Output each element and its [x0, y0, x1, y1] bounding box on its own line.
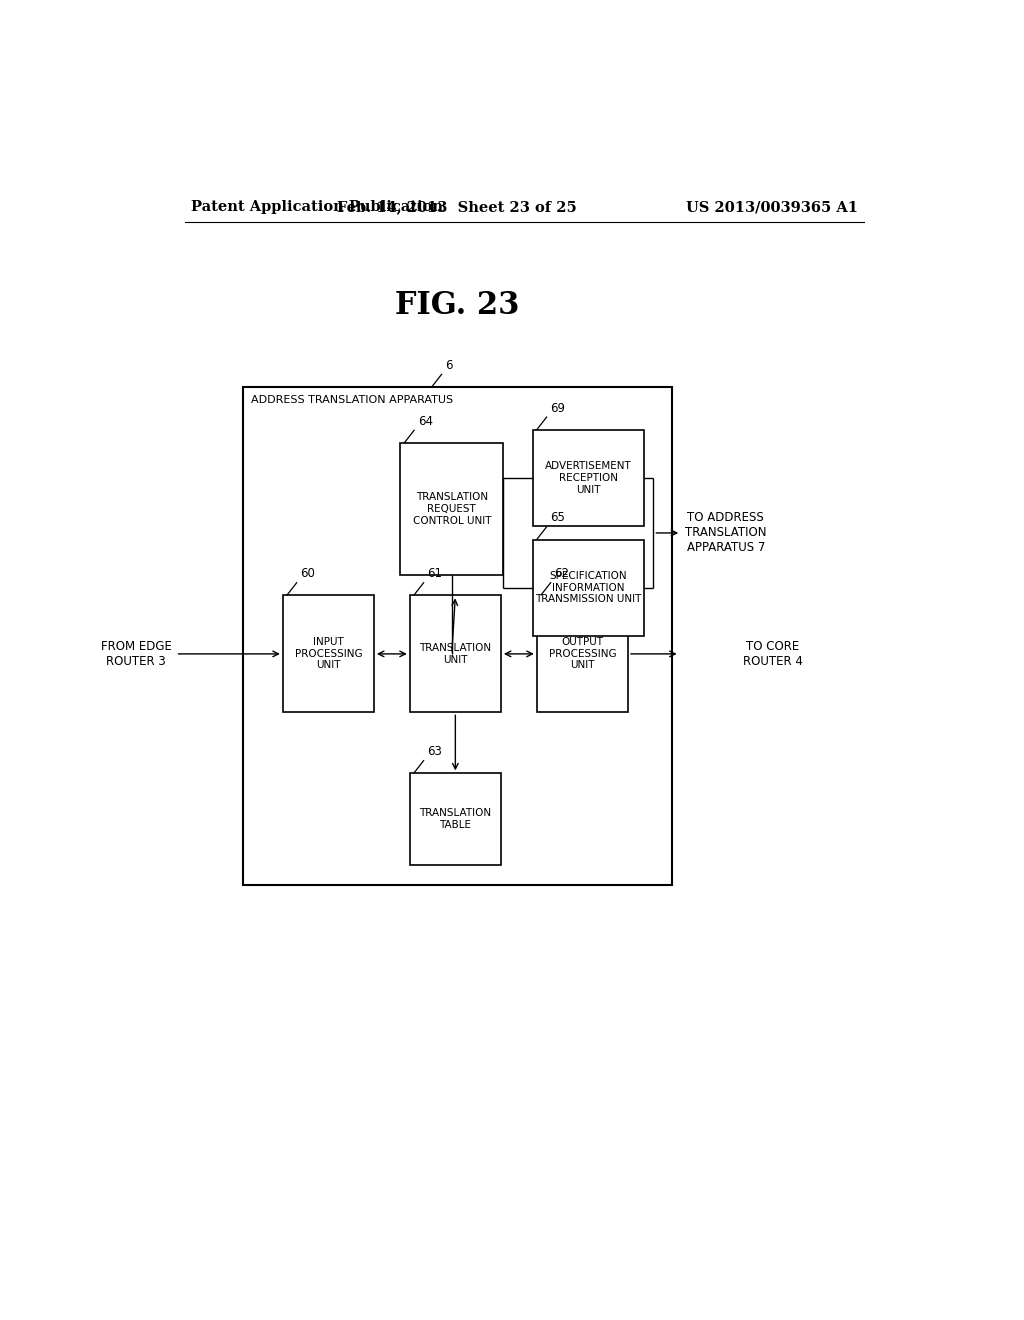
Text: 62: 62 — [554, 568, 569, 581]
Bar — [243, 387, 672, 886]
Text: 64: 64 — [418, 414, 433, 428]
Text: SPECIFICATION
INFORMATION
TRANSMISSION UNIT: SPECIFICATION INFORMATION TRANSMISSION U… — [536, 572, 641, 605]
Text: OUTPUT
PROCESSING
UNIT: OUTPUT PROCESSING UNIT — [549, 638, 616, 671]
Text: 6: 6 — [445, 359, 453, 372]
Text: FROM EDGE
ROUTER 3: FROM EDGE ROUTER 3 — [100, 640, 172, 668]
Text: TO ADDRESS
TRANSLATION
APPARATUS 7: TO ADDRESS TRANSLATION APPARATUS 7 — [685, 511, 767, 554]
Text: ADDRESS TRANSLATION APPARATUS: ADDRESS TRANSLATION APPARATUS — [251, 395, 454, 405]
Text: 63: 63 — [427, 744, 442, 758]
Bar — [410, 595, 501, 713]
Bar — [400, 444, 504, 576]
Text: US 2013/0039365 A1: US 2013/0039365 A1 — [686, 201, 858, 214]
Text: ADVERTISEMENT
RECEPTION
UNIT: ADVERTISEMENT RECEPTION UNIT — [545, 462, 632, 495]
Bar — [283, 595, 374, 713]
Text: FIG. 23: FIG. 23 — [395, 290, 519, 321]
Bar — [410, 774, 501, 865]
Text: TRANSLATION
TABLE: TRANSLATION TABLE — [419, 808, 492, 830]
Text: TRANSLATION
REQUEST
CONTROL UNIT: TRANSLATION REQUEST CONTROL UNIT — [413, 492, 492, 525]
Text: Feb. 14, 2013  Sheet 23 of 25: Feb. 14, 2013 Sheet 23 of 25 — [338, 201, 578, 214]
Text: INPUT
PROCESSING
UNIT: INPUT PROCESSING UNIT — [295, 638, 362, 671]
Bar — [537, 595, 628, 713]
Text: 69: 69 — [550, 401, 565, 414]
Text: 60: 60 — [300, 568, 315, 581]
Bar — [532, 430, 644, 527]
Text: TO CORE
ROUTER 4: TO CORE ROUTER 4 — [743, 640, 803, 668]
Bar — [532, 540, 644, 636]
Text: 61: 61 — [427, 568, 442, 581]
Text: Patent Application Publication: Patent Application Publication — [191, 201, 443, 214]
Text: 65: 65 — [550, 511, 565, 524]
Text: TRANSLATION
UNIT: TRANSLATION UNIT — [419, 643, 492, 665]
